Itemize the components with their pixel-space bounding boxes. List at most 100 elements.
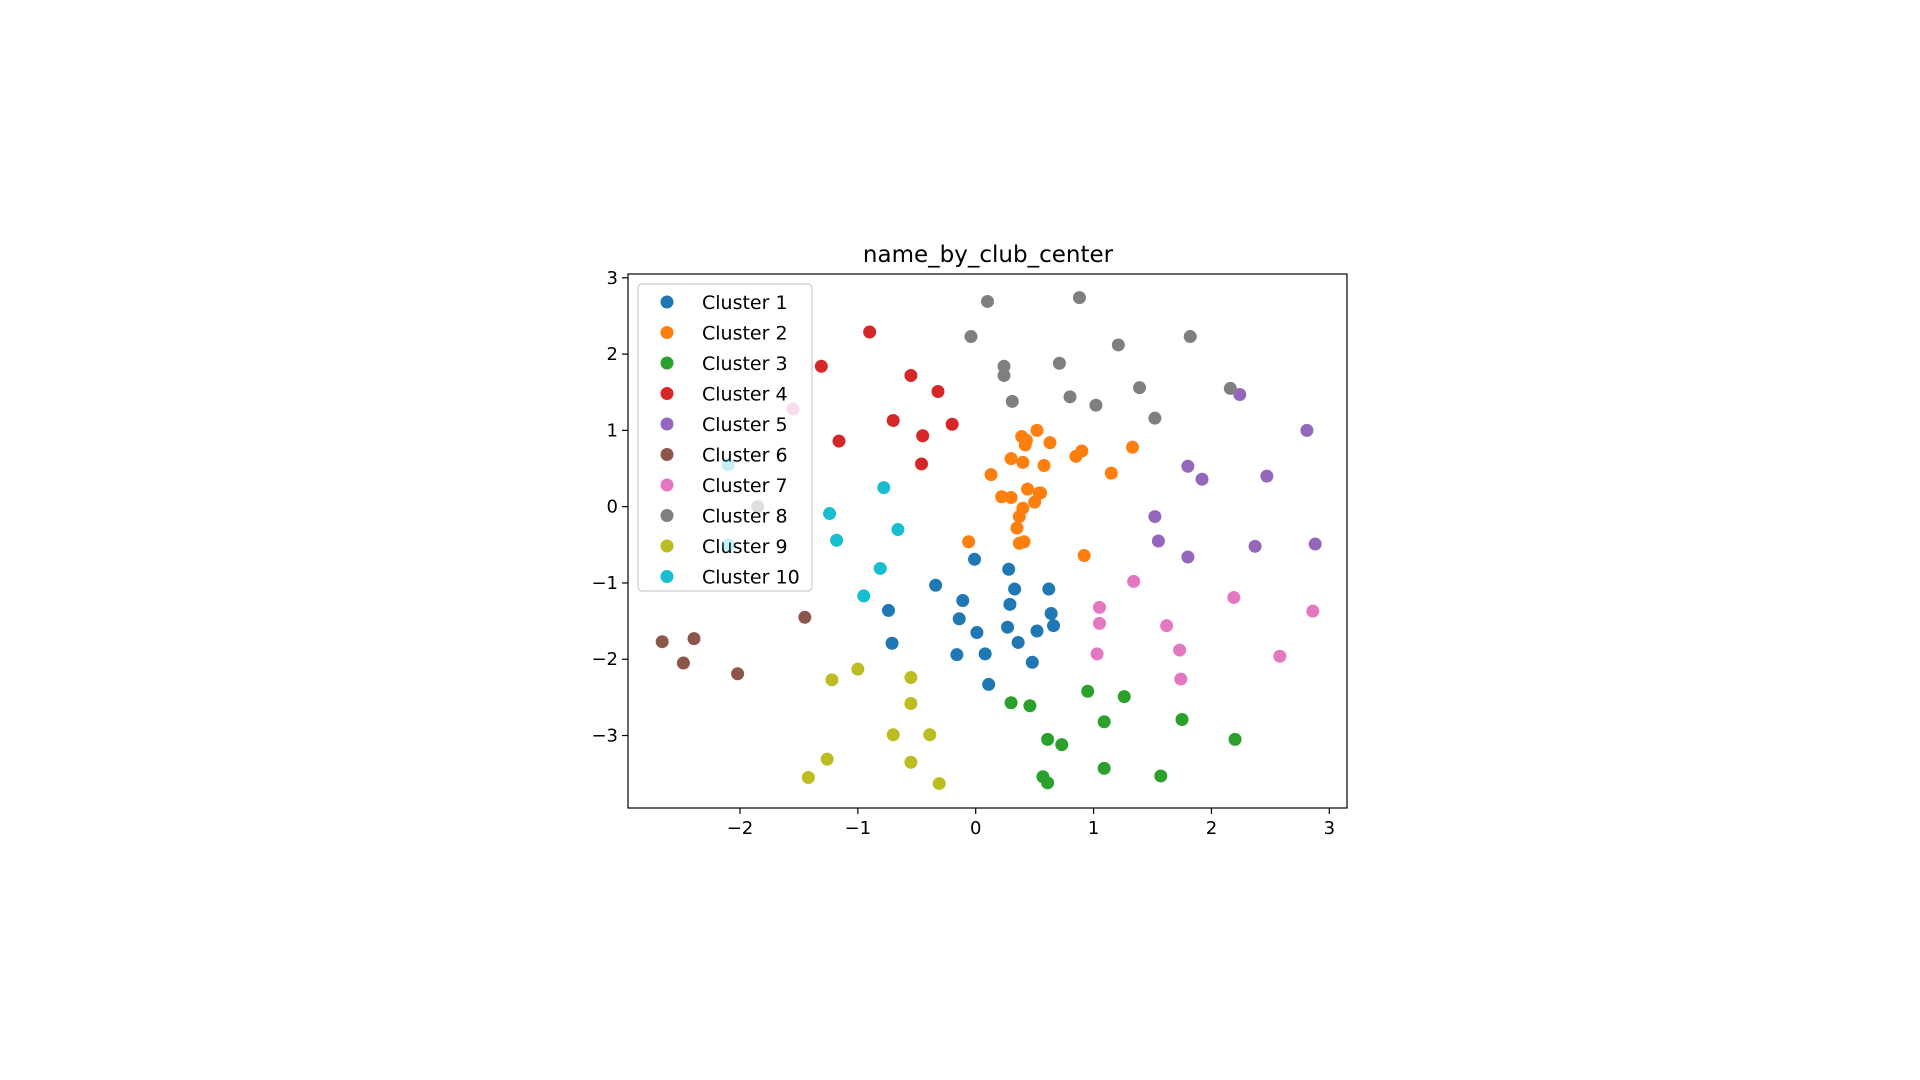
series-8 — [964, 291, 1237, 425]
data-point — [857, 589, 871, 603]
legend-entries: Cluster 1 Cluster 2 Cluster 3 Cluster 4 Clus… — [660, 292, 800, 589]
data-point — [923, 728, 937, 742]
series-10 — [823, 481, 905, 603]
data-point — [1047, 619, 1061, 633]
data-point — [1127, 574, 1141, 588]
legend-label: Cluster 8 — [702, 506, 788, 528]
data-point — [1021, 482, 1035, 496]
legend-marker — [660, 356, 674, 370]
data-point — [929, 578, 943, 592]
data-point — [851, 662, 865, 676]
data-point — [1308, 537, 1322, 551]
data-point — [1273, 649, 1287, 663]
data-point — [1004, 696, 1018, 710]
data-point — [1011, 635, 1025, 649]
x-tick-label: 0 — [970, 818, 981, 839]
data-point — [982, 677, 996, 691]
data-point — [914, 457, 928, 471]
data-point — [1017, 535, 1031, 549]
data-point — [956, 594, 970, 608]
data-point — [997, 368, 1011, 382]
data-point — [751, 500, 765, 514]
data-point — [981, 294, 994, 308]
legend-label: Cluster 9 — [702, 536, 788, 558]
x-tick-label: −2 — [727, 818, 754, 839]
data-point — [904, 696, 918, 710]
data-point — [1044, 606, 1058, 620]
data-point — [1173, 643, 1187, 657]
data-point — [1117, 690, 1131, 704]
data-point — [1090, 647, 1104, 661]
series-9 — [801, 662, 946, 791]
x-tick-label: −1 — [845, 818, 872, 839]
data-point — [731, 667, 745, 681]
y-tick-label: 1 — [607, 420, 618, 441]
data-point — [1097, 715, 1111, 729]
data-point — [1042, 582, 1056, 596]
data-point — [1016, 455, 1030, 469]
data-point — [798, 610, 812, 624]
x-tick-label: 3 — [1324, 818, 1335, 839]
data-point — [1111, 338, 1125, 352]
x-tick-label: 2 — [1206, 818, 1217, 839]
data-point — [1069, 449, 1083, 463]
legend-label: Cluster 1 — [702, 292, 788, 314]
legend-marker — [660, 539, 674, 553]
data-point — [886, 728, 900, 742]
data-point — [687, 632, 701, 646]
data-point — [1077, 548, 1091, 562]
legend-label: Cluster 2 — [702, 323, 788, 345]
data-point — [984, 468, 998, 482]
legend: Cluster 1 Cluster 2 Cluster 3 Cluster 4 Clus… — [637, 283, 813, 592]
legend-marker — [660, 570, 674, 583]
data-point — [1233, 388, 1247, 402]
data-point — [1092, 600, 1106, 614]
data-point — [1160, 619, 1174, 633]
series-6 — [655, 610, 812, 681]
data-point — [978, 647, 992, 661]
legend-label: Cluster 7 — [702, 475, 788, 497]
data-point — [1005, 394, 1019, 408]
legend-frame — [637, 283, 813, 592]
data-point — [891, 523, 905, 537]
data-point — [916, 429, 930, 443]
data-point — [825, 673, 839, 687]
data-point — [676, 656, 690, 670]
data-point — [1030, 624, 1044, 638]
data-point — [952, 612, 966, 626]
data-point — [832, 434, 846, 448]
data-point — [997, 359, 1011, 373]
data-point — [1306, 604, 1320, 618]
data-point — [1183, 330, 1197, 344]
data-point — [1175, 713, 1189, 727]
data-point — [932, 777, 946, 791]
data-point — [1248, 539, 1262, 553]
series-3 — [1004, 684, 1242, 790]
data-point — [1023, 699, 1037, 713]
series-1 — [881, 552, 1061, 691]
legend-marker — [660, 326, 674, 339]
data-point — [1010, 521, 1024, 535]
ticks-layer: −2 −1 0 1 2 3 −3 −2 −1 0 1 2 3 — [591, 268, 1335, 839]
data-point — [1052, 356, 1066, 370]
data-point — [1004, 491, 1018, 505]
legend-marker — [660, 295, 674, 309]
legend-marker — [660, 448, 674, 461]
data-point — [945, 417, 959, 431]
y-tick-label: 2 — [607, 344, 618, 365]
data-point — [655, 635, 669, 649]
legend-marker — [660, 509, 674, 522]
data-point — [786, 402, 800, 416]
data-point — [823, 507, 837, 521]
legend-marker — [660, 387, 674, 400]
data-point — [721, 538, 735, 552]
data-point — [950, 648, 964, 662]
data-point — [1063, 390, 1077, 404]
data-point — [968, 552, 982, 566]
data-point — [1030, 423, 1044, 437]
legend-label: Cluster 6 — [702, 445, 788, 467]
series-5 — [1148, 388, 1322, 564]
data-point — [904, 368, 918, 382]
data-point — [1228, 732, 1242, 746]
